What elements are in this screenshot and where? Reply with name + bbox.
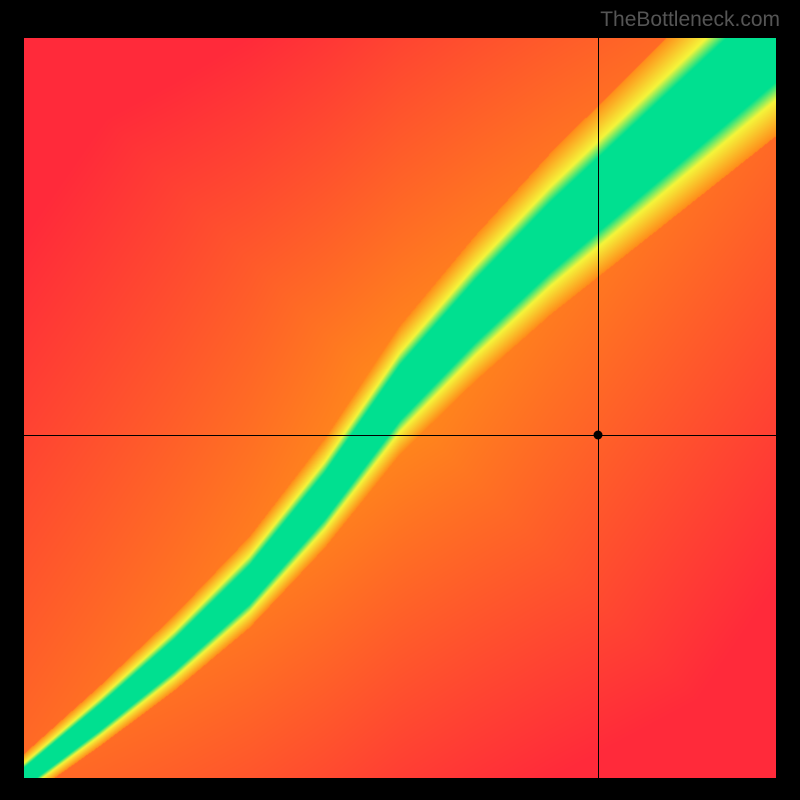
plot-area: [24, 38, 776, 778]
heatmap-canvas: [24, 38, 776, 778]
crosshair-vertical: [598, 38, 599, 778]
marker-dot: [593, 431, 602, 440]
crosshair-horizontal: [24, 435, 776, 436]
chart-container: TheBottleneck.com: [0, 0, 800, 800]
watermark-text: TheBottleneck.com: [600, 8, 780, 32]
